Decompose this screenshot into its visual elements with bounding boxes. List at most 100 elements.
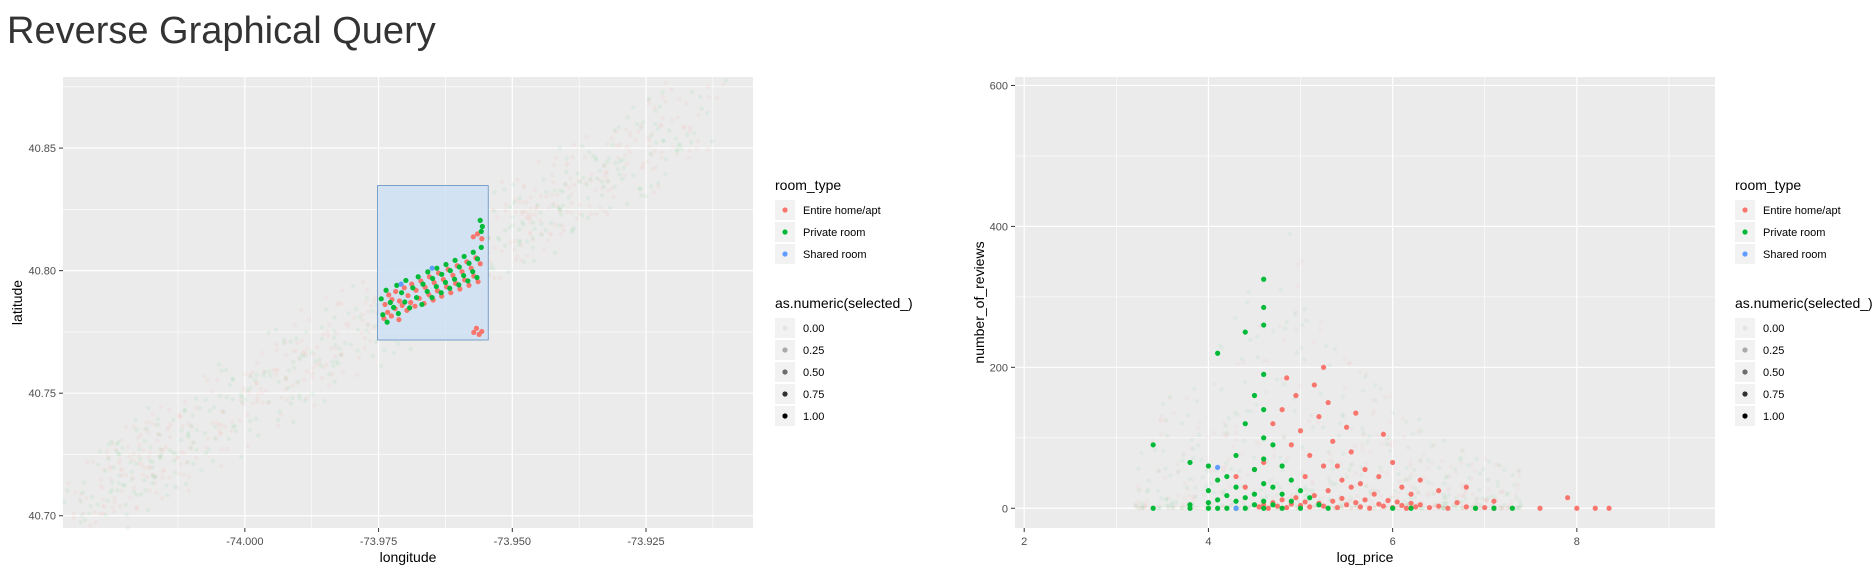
data-point[interactable]: [429, 265, 435, 271]
chart-1[interactable]: -74.000 -73.975 -73.950 -73.92540.7040.7540…: [9, 77, 913, 565]
data-point[interactable]: [1403, 505, 1410, 511]
data-point[interactable]: [1330, 438, 1336, 444]
data-point[interactable]: [474, 256, 481, 262]
data-point[interactable]: [1390, 459, 1396, 466]
data-point[interactable]: [1224, 505, 1230, 511]
data-point[interactable]: [415, 274, 421, 280]
data-point[interactable]: [1325, 488, 1331, 494]
data-point[interactable]: [1284, 375, 1290, 381]
data-point[interactable]: [477, 261, 483, 267]
data-point[interactable]: [429, 294, 435, 301]
data-point[interactable]: [475, 279, 481, 285]
data-point[interactable]: [1251, 491, 1258, 497]
data-point[interactable]: [1297, 428, 1304, 434]
data-point[interactable]: [1399, 484, 1405, 490]
data-point[interactable]: [452, 257, 458, 263]
data-point[interactable]: [1251, 502, 1258, 508]
data-point[interactable]: [1357, 504, 1363, 510]
data-point[interactable]: [1357, 481, 1363, 487]
data-point[interactable]: [419, 301, 425, 308]
data-point[interactable]: [1436, 503, 1442, 509]
data-point[interactable]: [1215, 477, 1221, 483]
data-point[interactable]: [1371, 491, 1377, 497]
data-point[interactable]: [387, 299, 393, 306]
data-point[interactable]: [1399, 502, 1405, 509]
data-point[interactable]: [1215, 350, 1221, 356]
data-point[interactable]: [447, 268, 453, 274]
data-point[interactable]: [461, 272, 467, 279]
data-point[interactable]: [1302, 499, 1308, 505]
data-point[interactable]: [1311, 382, 1317, 388]
data-point[interactable]: [1325, 399, 1331, 406]
data-point[interactable]: [1279, 497, 1285, 503]
data-point[interactable]: [1270, 502, 1276, 508]
data-point[interactable]: [473, 325, 480, 331]
data-point[interactable]: [1279, 491, 1285, 497]
data-point[interactable]: [457, 286, 463, 292]
data-point[interactable]: [393, 288, 399, 295]
data-point[interactable]: [1150, 505, 1156, 511]
data-point[interactable]: [456, 282, 462, 288]
data-point[interactable]: [1233, 473, 1239, 480]
data-point[interactable]: [1288, 477, 1294, 483]
data-point[interactable]: [456, 264, 462, 270]
data-point[interactable]: [425, 269, 431, 275]
data-point[interactable]: [1472, 505, 1479, 511]
data-point[interactable]: [1380, 431, 1387, 437]
data-point[interactable]: [1343, 502, 1350, 508]
data-point[interactable]: [1261, 481, 1267, 487]
data-point[interactable]: [438, 290, 444, 296]
data-point[interactable]: [1491, 498, 1497, 504]
data-point[interactable]: [1279, 463, 1285, 469]
data-point[interactable]: [424, 288, 430, 295]
data-point[interactable]: [1320, 463, 1327, 469]
data-point[interactable]: [479, 223, 485, 230]
data-point[interactable]: [1261, 407, 1267, 413]
data-point[interactable]: [1353, 410, 1359, 416]
data-point[interactable]: [1353, 500, 1359, 506]
data-point[interactable]: [1261, 498, 1267, 504]
data-point[interactable]: [407, 305, 413, 311]
data-point[interactable]: [1348, 484, 1354, 490]
data-point[interactable]: [1270, 442, 1276, 448]
data-point[interactable]: [1261, 435, 1267, 441]
data-point[interactable]: [1297, 505, 1304, 511]
data-point[interactable]: [448, 290, 454, 296]
data-point[interactable]: [1233, 498, 1239, 504]
data-point[interactable]: [478, 228, 484, 235]
data-point[interactable]: [1316, 502, 1322, 508]
data-point[interactable]: [1348, 449, 1354, 455]
data-point[interactable]: [1284, 504, 1290, 511]
data-point[interactable]: [1445, 505, 1451, 511]
data-point[interactable]: [474, 231, 481, 237]
data-point[interactable]: [1215, 505, 1221, 511]
data-point[interactable]: [1233, 484, 1239, 490]
data-point[interactable]: [1242, 495, 1248, 501]
data-point[interactable]: [1251, 466, 1258, 473]
data-point[interactable]: [478, 244, 484, 250]
data-point[interactable]: [1242, 421, 1248, 427]
data-point[interactable]: [1293, 495, 1299, 501]
data-point[interactable]: [1390, 505, 1396, 511]
data-point[interactable]: [1215, 497, 1221, 503]
data-point[interactable]: [1565, 495, 1571, 501]
data-point[interactable]: [1270, 421, 1276, 427]
data-point[interactable]: [1454, 500, 1460, 506]
data-point[interactable]: [1205, 463, 1212, 469]
data-point[interactable]: [1224, 473, 1230, 480]
data-point[interactable]: [1242, 484, 1248, 490]
data-point[interactable]: [433, 283, 439, 290]
data-point[interactable]: [1224, 492, 1230, 499]
data-point[interactable]: [378, 296, 384, 302]
data-point[interactable]: [394, 282, 400, 288]
data-point[interactable]: [1205, 488, 1212, 494]
data-point[interactable]: [1376, 473, 1382, 480]
data-point[interactable]: [1325, 505, 1331, 511]
data-point[interactable]: [470, 234, 476, 240]
data-point[interactable]: [1320, 364, 1327, 370]
data-point[interactable]: [1320, 503, 1327, 509]
data-point[interactable]: [466, 260, 472, 266]
data-point[interactable]: [1279, 505, 1285, 511]
data-point[interactable]: [470, 249, 476, 255]
